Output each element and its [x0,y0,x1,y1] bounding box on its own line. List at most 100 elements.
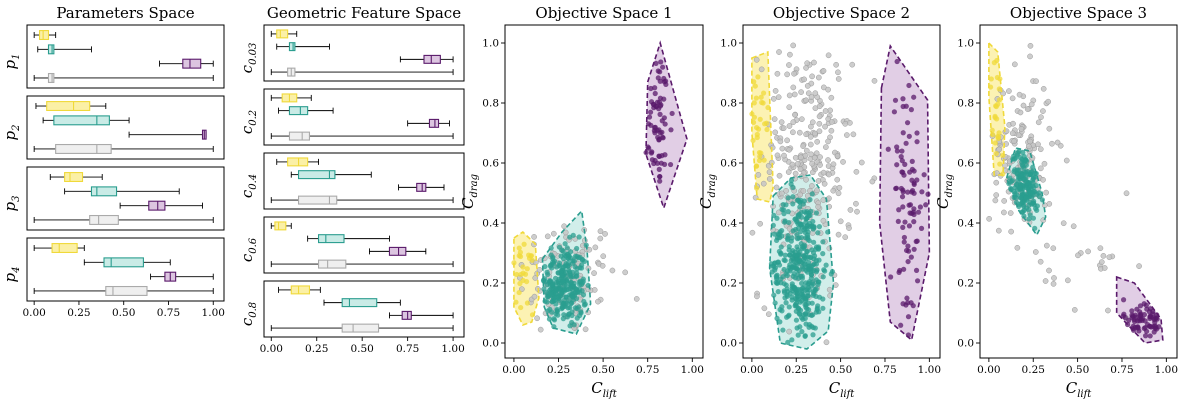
point-gray [562,229,569,236]
point-teal [807,197,813,203]
point-yellow [994,74,1000,81]
point-purple [900,130,906,136]
panel-frame [26,24,225,89]
point-teal [816,224,823,230]
panel-frame [263,216,465,274]
point-teal [813,261,820,267]
point-teal [799,280,805,286]
y-tick-label: 0.4 [482,218,499,230]
point-teal [781,288,787,294]
point-gray [820,169,827,176]
point-yellow [753,95,759,101]
y-tick-label: 0.8 [720,98,737,110]
box-panel-p2: p2 [1,95,225,160]
point-purple [652,90,658,97]
point-teal [563,283,570,289]
point-teal [547,306,553,312]
point-teal [566,267,572,273]
chart-title: Objective Space 3 [1010,4,1147,22]
point-teal [809,312,815,319]
x-axis-label-text: Clift [829,379,856,400]
point-gray [809,119,816,126]
point-teal [795,332,801,338]
point-purple [894,148,900,154]
hull-outlines [751,44,931,350]
point-teal [797,221,803,227]
point-purple [654,127,660,134]
point-gray [1085,248,1091,255]
point-gray [622,269,629,276]
point-teal [813,244,820,250]
point-teal [562,263,568,269]
point-yellow [757,116,763,122]
point-gray [1051,275,1057,281]
point-gray [803,176,809,183]
box-purple [399,54,454,64]
point-purple [663,81,669,88]
box-iqr [38,30,50,41]
point-gray [815,203,821,210]
chart-title: Geometric Feature Space [267,4,461,22]
point-gray [799,116,805,123]
point-gray [811,154,818,161]
y-axis-label: Cdrag [459,174,480,209]
box-teal [307,234,390,244]
point-gray [834,176,841,183]
point-teal [565,305,571,311]
scatter-points [511,59,675,333]
point-purple [909,166,915,173]
point-teal [804,293,811,299]
point-yellow [751,100,757,106]
point-teal [810,332,816,338]
point-yellow [765,104,771,111]
point-teal [1027,212,1033,218]
point-teal [786,219,792,226]
point-purple [911,246,917,252]
point-teal [782,219,788,225]
point-teal [805,266,812,272]
point-teal [542,263,548,270]
point-gray [840,159,846,165]
point-gray [828,94,835,101]
point-gray [807,141,814,148]
point-yellow [758,94,764,100]
box-iqr [288,131,311,141]
point-gray [592,244,599,251]
point-teal [788,181,794,187]
point-gray [1070,223,1077,230]
point-gray [842,120,849,127]
point-purple [900,96,906,102]
point-gray [1043,242,1050,249]
point-gray [825,116,832,122]
point-yellow [517,280,523,287]
x-ticks: 0.00 0.25 0.50 0.75 1.00 [260,337,465,355]
point-gray [599,262,606,269]
point-gray [775,209,782,216]
point-teal [1017,185,1023,191]
point-purple [661,115,667,121]
y-tick-label: 0.2 [957,278,974,290]
point-purple [658,59,664,65]
box-iqr [46,101,91,112]
point-gray [835,76,842,82]
point-teal [820,274,826,280]
point-gray [780,125,787,131]
point-purple [654,160,661,166]
point-teal [568,279,574,286]
point-purple [905,189,911,195]
point-yellow [993,151,999,157]
point-teal [792,275,799,281]
point-teal [549,282,556,288]
point-teal [567,323,573,329]
point-gray [1011,138,1017,145]
box-iqr [416,182,427,192]
point-gray [992,197,999,204]
point-gray [798,154,804,161]
point-yellow [758,150,764,156]
point-purple [655,75,661,81]
point-gray [1040,176,1046,183]
box-iqr [105,285,148,296]
point-gray [850,131,857,138]
point-gray [1006,88,1012,94]
point-teal [802,302,808,308]
